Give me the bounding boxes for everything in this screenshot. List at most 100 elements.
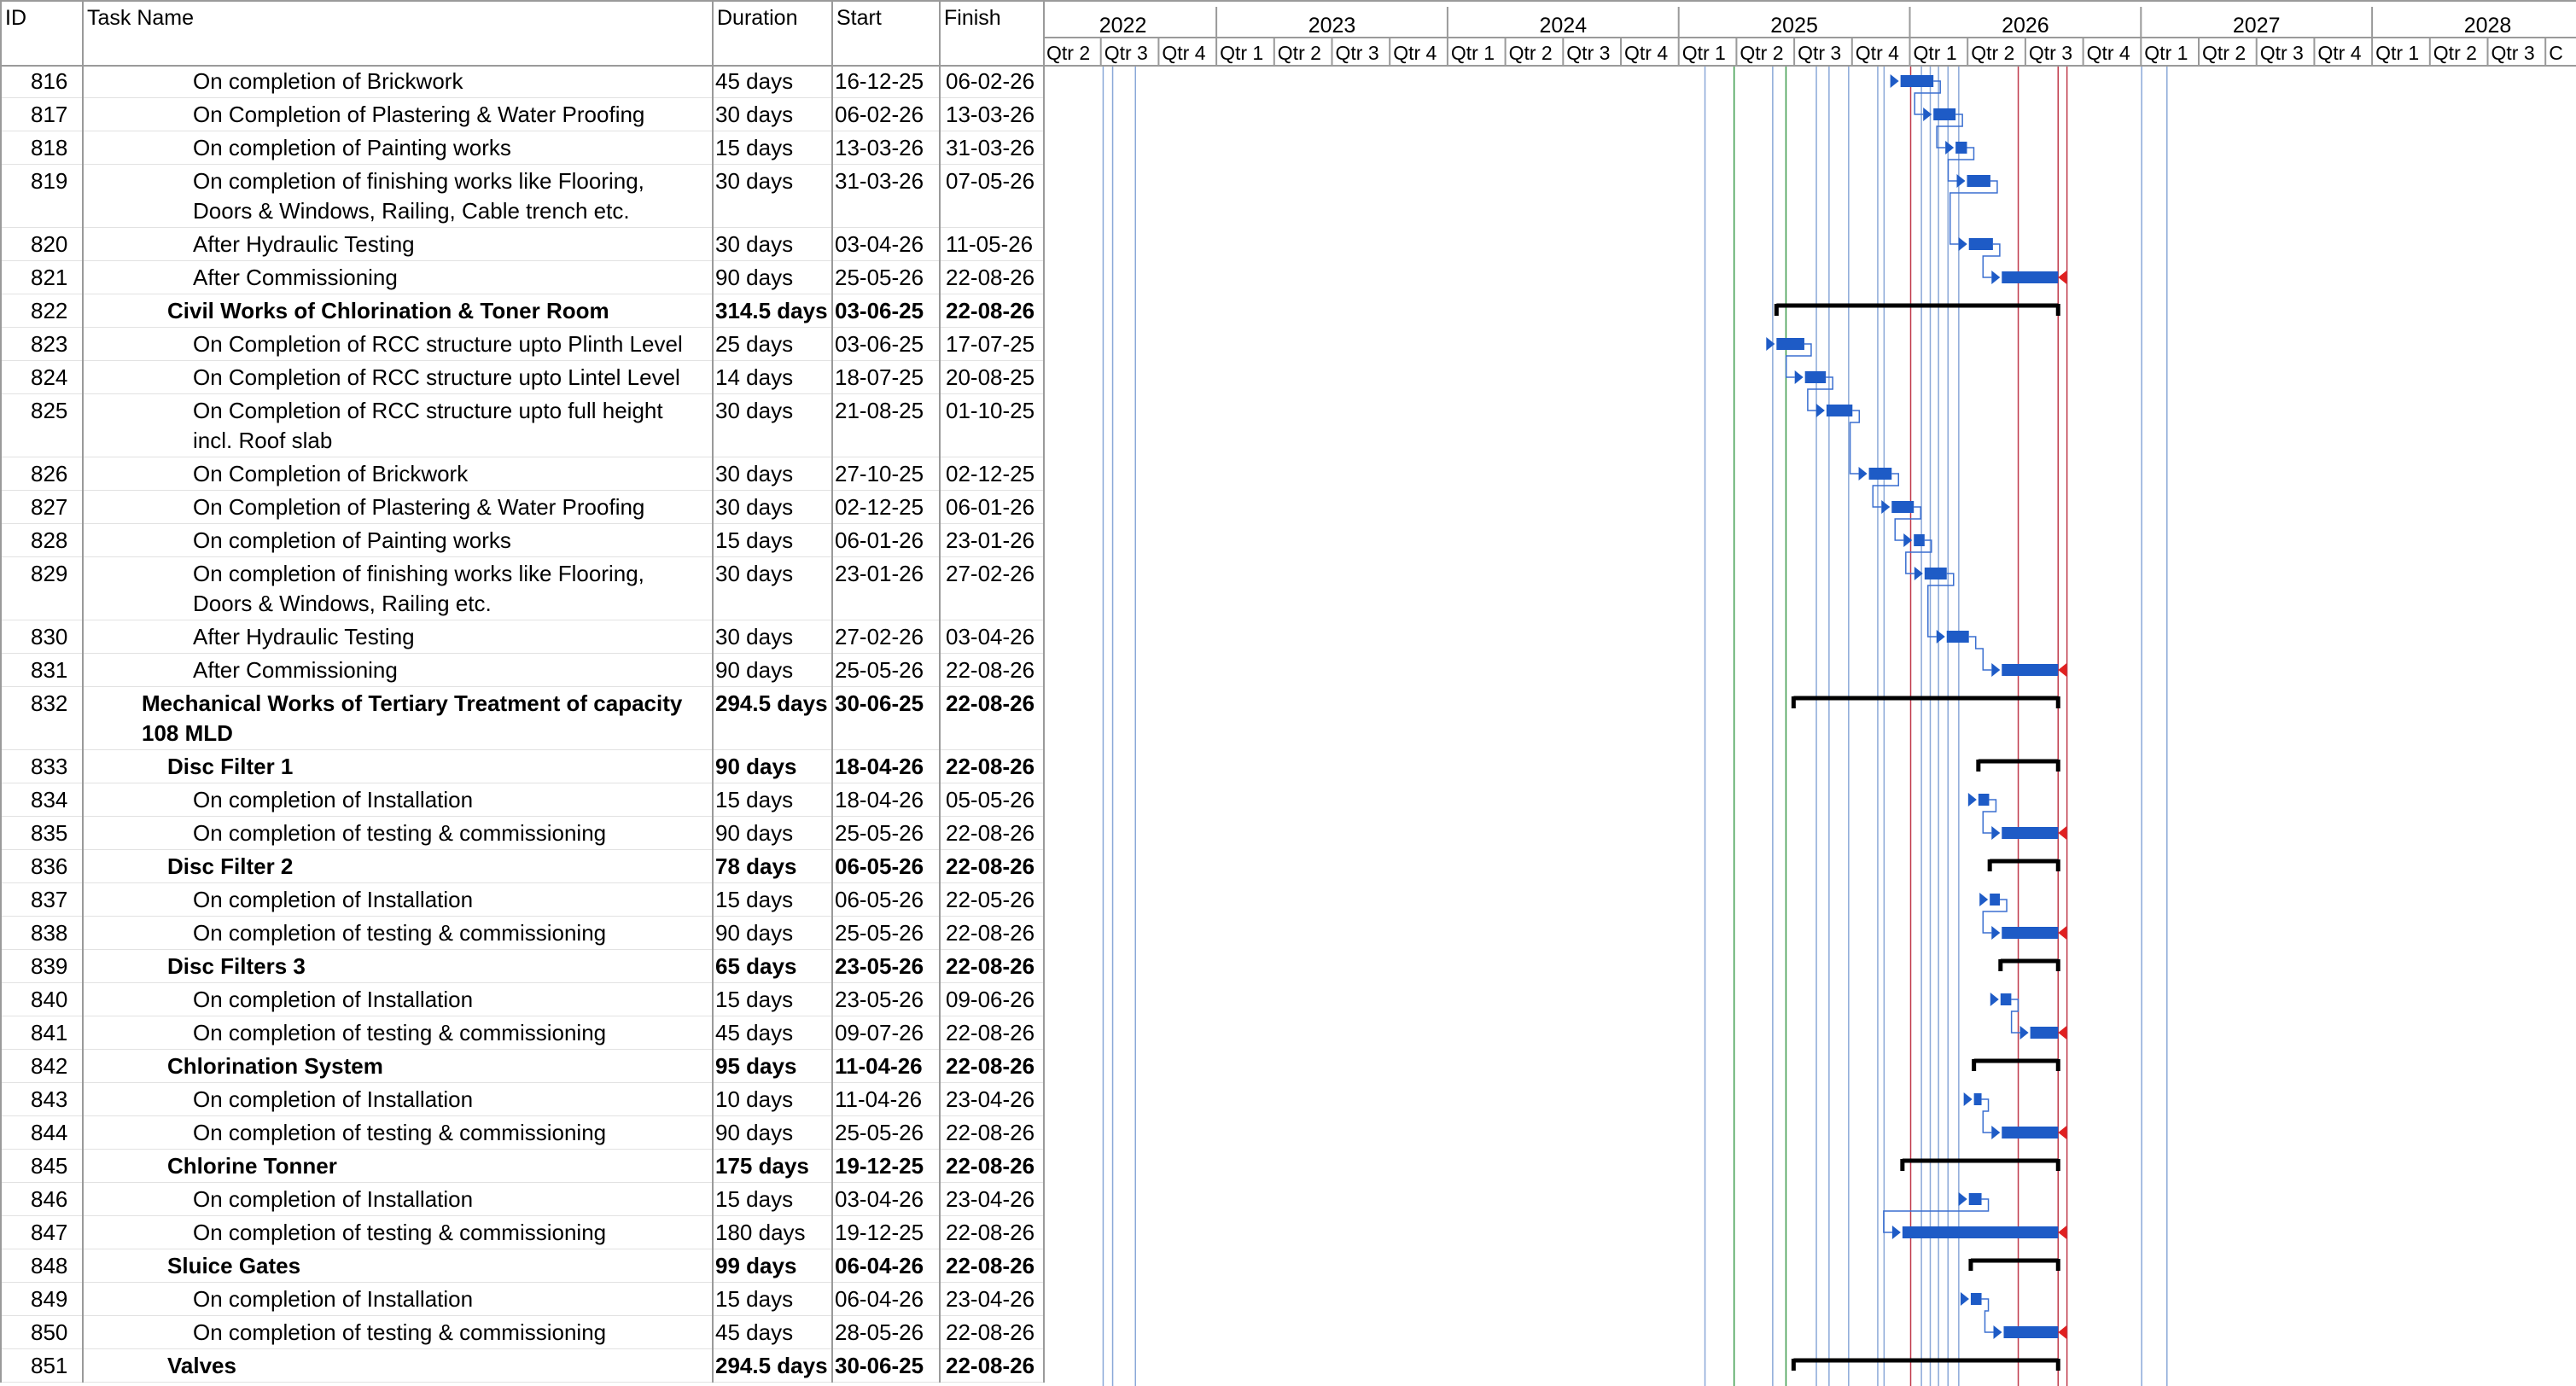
task-start[interactable]: 06-05-26 bbox=[835, 887, 924, 912]
task-finish[interactable]: 23-01-26 bbox=[946, 527, 1035, 553]
task-start[interactable]: 03-04-26 bbox=[835, 1186, 924, 1212]
task-finish[interactable]: 22-08-26 bbox=[946, 1253, 1035, 1278]
task-duration[interactable]: 45 days bbox=[715, 1319, 794, 1345]
task-start[interactable]: 25-05-26 bbox=[835, 265, 924, 290]
task-name[interactable]: Civil Works of Chlorination & Toner Room bbox=[167, 298, 609, 323]
table-row[interactable] bbox=[0, 557, 1043, 620]
task-name[interactable]: Disc Filter 2 bbox=[167, 853, 294, 879]
task-finish[interactable]: 17-07-25 bbox=[946, 331, 1035, 357]
table-row[interactable] bbox=[0, 328, 1043, 361]
task-duration[interactable]: 15 days bbox=[715, 987, 794, 1012]
task-duration[interactable]: 10 days bbox=[715, 1086, 794, 1112]
task-name[interactable]: On completion of testing & commissioning bbox=[193, 1319, 607, 1345]
table-row[interactable] bbox=[0, 228, 1043, 261]
task-finish[interactable]: 22-08-26 bbox=[946, 1153, 1035, 1179]
task-name[interactable]: On Completion of Plastering & Water Proo… bbox=[193, 494, 645, 520]
task-start[interactable]: 23-01-26 bbox=[835, 561, 924, 586]
task-duration[interactable]: 30 days bbox=[715, 494, 794, 520]
task-start[interactable]: 09-07-26 bbox=[835, 1020, 924, 1045]
task-finish[interactable]: 22-08-26 bbox=[946, 690, 1035, 716]
task-duration[interactable]: 15 days bbox=[715, 135, 794, 160]
task-start[interactable]: 03-06-25 bbox=[835, 331, 924, 357]
column-header-task-name[interactable]: Task Name bbox=[87, 6, 195, 30]
task-duration[interactable]: 65 days bbox=[715, 953, 797, 979]
task-name[interactable]: 108 MLD bbox=[142, 720, 233, 746]
task-start[interactable]: 19-12-25 bbox=[835, 1220, 924, 1245]
task-duration[interactable]: 95 days bbox=[715, 1053, 797, 1079]
task-start[interactable]: 03-04-26 bbox=[835, 231, 924, 257]
task-start[interactable]: 21-08-25 bbox=[835, 398, 924, 423]
task-start[interactable]: 28-05-26 bbox=[835, 1319, 924, 1345]
table-row[interactable] bbox=[0, 1249, 1043, 1283]
task-name[interactable]: incl. Roof slab bbox=[193, 428, 333, 453]
task-finish[interactable]: 22-08-26 bbox=[946, 657, 1035, 683]
task-name[interactable]: Chlorination System bbox=[167, 1053, 383, 1079]
task-duration[interactable]: 30 days bbox=[715, 561, 794, 586]
column-header-duration[interactable]: Duration bbox=[717, 6, 798, 30]
task-finish[interactable]: 03-04-26 bbox=[946, 624, 1035, 649]
task-duration[interactable]: 90 days bbox=[715, 657, 794, 683]
task-start[interactable]: 27-02-26 bbox=[835, 624, 924, 649]
task-start[interactable]: 25-05-26 bbox=[835, 820, 924, 846]
table-row[interactable] bbox=[0, 457, 1043, 491]
task-start[interactable]: 11-04-26 bbox=[835, 1053, 923, 1079]
task-start[interactable]: 03-06-25 bbox=[835, 298, 924, 323]
table-row[interactable] bbox=[0, 491, 1043, 524]
task-duration[interactable]: 180 days bbox=[715, 1220, 806, 1245]
task-finish[interactable]: 22-08-26 bbox=[946, 820, 1035, 846]
task-finish[interactable]: 11-05-26 bbox=[946, 231, 1034, 257]
task-finish[interactable]: 22-08-26 bbox=[946, 853, 1035, 879]
task-name[interactable]: On completion of Brickwork bbox=[193, 68, 463, 94]
task-name[interactable]: On Completion of RCC structure upto Lint… bbox=[193, 364, 680, 390]
task-name[interactable]: On completion of testing & commissioning bbox=[193, 1220, 607, 1245]
task-duration[interactable]: 90 days bbox=[715, 920, 794, 946]
task-name[interactable]: On Completion of RCC structure upto Plin… bbox=[193, 331, 683, 357]
table-row[interactable] bbox=[0, 1316, 1043, 1349]
task-duration[interactable]: 15 days bbox=[715, 1186, 794, 1212]
task-name[interactable]: On completion of Installation bbox=[193, 787, 474, 812]
table-row[interactable] bbox=[0, 950, 1043, 983]
task-name[interactable]: Mechanical Works of Tertiary Treatment o… bbox=[142, 690, 683, 716]
task-name[interactable]: After Hydraulic Testing bbox=[193, 624, 415, 649]
task-name[interactable]: On Completion of Plastering & Water Proo… bbox=[193, 102, 645, 127]
task-finish[interactable]: 20-08-25 bbox=[946, 364, 1035, 390]
task-duration[interactable]: 294.5 days bbox=[715, 1353, 828, 1378]
table-row[interactable] bbox=[0, 783, 1043, 817]
task-duration[interactable]: 30 days bbox=[715, 398, 794, 423]
task-name[interactable]: On completion of Installation bbox=[193, 1086, 474, 1112]
task-finish[interactable]: 22-08-26 bbox=[946, 1220, 1035, 1245]
task-name[interactable]: After Commissioning bbox=[193, 657, 398, 683]
task-name[interactable]: On Completion of RCC structure upto full… bbox=[193, 398, 663, 423]
task-start[interactable]: 06-01-26 bbox=[835, 527, 924, 553]
task-finish[interactable]: 23-04-26 bbox=[946, 1086, 1035, 1112]
task-duration[interactable]: 90 days bbox=[715, 754, 797, 779]
task-finish[interactable]: 02-12-25 bbox=[946, 461, 1035, 486]
task-start[interactable]: 18-07-25 bbox=[835, 364, 924, 390]
table-row[interactable] bbox=[0, 165, 1043, 228]
task-finish[interactable]: 27-02-26 bbox=[946, 561, 1035, 586]
table-row[interactable] bbox=[0, 654, 1043, 687]
table-row[interactable] bbox=[0, 1016, 1043, 1050]
task-start[interactable]: 18-04-26 bbox=[835, 754, 924, 779]
task-finish[interactable]: 09-06-26 bbox=[946, 987, 1035, 1012]
task-start[interactable]: 06-05-26 bbox=[835, 853, 924, 879]
table-row[interactable] bbox=[0, 817, 1043, 850]
task-name[interactable]: After Commissioning bbox=[193, 265, 398, 290]
task-duration[interactable]: 99 days bbox=[715, 1253, 797, 1278]
task-duration[interactable]: 15 days bbox=[715, 1286, 794, 1312]
table-row[interactable] bbox=[0, 98, 1043, 131]
task-finish[interactable]: 23-04-26 bbox=[946, 1286, 1035, 1312]
task-name[interactable]: On completion of Installation bbox=[193, 1186, 474, 1212]
task-finish[interactable]: 22-08-26 bbox=[946, 1353, 1035, 1378]
task-duration[interactable]: 30 days bbox=[715, 102, 794, 127]
task-name[interactable]: On completion of Installation bbox=[193, 887, 474, 912]
task-start[interactable]: 23-05-26 bbox=[835, 987, 924, 1012]
task-duration[interactable]: 294.5 days bbox=[715, 690, 828, 716]
task-finish[interactable]: 31-03-26 bbox=[946, 135, 1035, 160]
table-row[interactable] bbox=[0, 1050, 1043, 1083]
task-name[interactable]: On completion of testing & commissioning bbox=[193, 1120, 607, 1145]
task-finish[interactable]: 22-08-26 bbox=[946, 1319, 1035, 1345]
task-finish[interactable]: 22-08-26 bbox=[946, 1020, 1035, 1045]
table-row[interactable] bbox=[0, 394, 1043, 457]
task-name[interactable]: Sluice Gates bbox=[167, 1253, 301, 1278]
